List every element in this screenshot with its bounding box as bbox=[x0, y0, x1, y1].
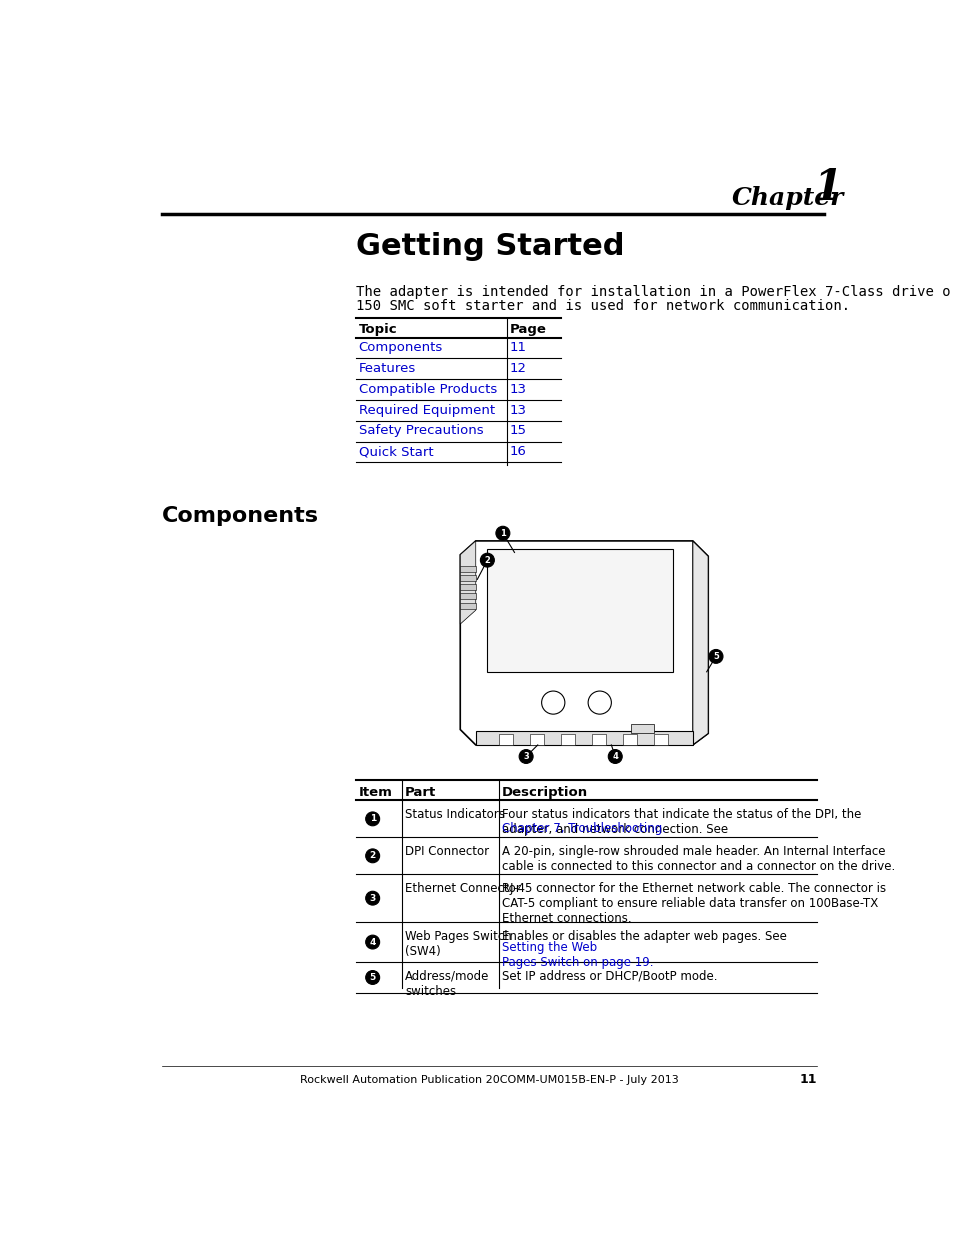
Circle shape bbox=[365, 848, 379, 863]
Text: 1: 1 bbox=[499, 529, 505, 537]
Text: Four status indicators that indicate the status of the DPI, the
adapter, and net: Four status indicators that indicate the… bbox=[501, 808, 861, 836]
Text: Address/mode
switches: Address/mode switches bbox=[405, 969, 489, 998]
Text: 1: 1 bbox=[812, 167, 841, 209]
Text: 5: 5 bbox=[712, 652, 719, 661]
Text: Page: Page bbox=[509, 324, 546, 336]
Text: 16: 16 bbox=[509, 445, 526, 458]
Text: 150 SMC soft starter and is used for network communication.: 150 SMC soft starter and is used for net… bbox=[355, 299, 849, 314]
Bar bbox=[630, 724, 654, 734]
Circle shape bbox=[365, 935, 379, 948]
Circle shape bbox=[708, 650, 722, 663]
Circle shape bbox=[541, 692, 564, 714]
Bar bbox=[622, 734, 637, 745]
Text: DPI Connector: DPI Connector bbox=[405, 845, 489, 858]
Text: Required Equipment: Required Equipment bbox=[358, 404, 495, 416]
Bar bbox=[592, 734, 605, 745]
Circle shape bbox=[365, 811, 379, 826]
Bar bbox=[654, 734, 667, 745]
Text: RJ-45 connector for the Ethernet network cable. The connector is
CAT-5 compliant: RJ-45 connector for the Ethernet network… bbox=[501, 882, 885, 925]
Text: Compatible Products: Compatible Products bbox=[358, 383, 497, 395]
Text: 2: 2 bbox=[484, 556, 490, 564]
Text: Topic: Topic bbox=[358, 324, 397, 336]
Text: A 20-pin, single-row shrouded male header. An Internal Interface
cable is connec: A 20-pin, single-row shrouded male heade… bbox=[501, 845, 895, 873]
Text: Components: Components bbox=[358, 341, 442, 354]
Polygon shape bbox=[487, 548, 673, 672]
Text: Ethernet Connector: Ethernet Connector bbox=[405, 882, 520, 895]
Text: Chapter: Chapter bbox=[731, 186, 842, 210]
Bar bbox=[530, 734, 543, 745]
Polygon shape bbox=[459, 541, 476, 624]
Text: Item: Item bbox=[358, 787, 393, 799]
Text: 5: 5 bbox=[369, 973, 375, 982]
Text: 11: 11 bbox=[509, 341, 526, 354]
Circle shape bbox=[608, 750, 621, 763]
Text: Quick Start: Quick Start bbox=[358, 445, 433, 458]
Bar bbox=[459, 574, 476, 580]
Text: Components: Components bbox=[162, 506, 318, 526]
Circle shape bbox=[496, 526, 509, 540]
Text: Set IP address or DHCP/BootP mode.: Set IP address or DHCP/BootP mode. bbox=[501, 969, 717, 983]
Text: Status Indicators: Status Indicators bbox=[405, 808, 504, 821]
Text: 11: 11 bbox=[799, 1073, 816, 1087]
Text: Enables or disables the adapter web pages. See: Enables or disables the adapter web page… bbox=[501, 930, 790, 942]
Text: Web Pages Switch
(SW4): Web Pages Switch (SW4) bbox=[405, 930, 512, 958]
Bar bbox=[476, 731, 692, 745]
Text: Features: Features bbox=[358, 362, 416, 375]
Text: Part: Part bbox=[405, 787, 436, 799]
Text: Safety Precautions: Safety Precautions bbox=[358, 425, 483, 437]
Text: 4: 4 bbox=[612, 752, 618, 761]
Circle shape bbox=[518, 750, 533, 763]
Polygon shape bbox=[692, 541, 707, 745]
Text: 12: 12 bbox=[509, 362, 526, 375]
Text: The adapter is intended for installation in a PowerFlex 7-Class drive or Bulleti: The adapter is intended for installation… bbox=[355, 285, 953, 299]
Bar bbox=[498, 734, 513, 745]
Circle shape bbox=[480, 553, 494, 567]
Text: 13: 13 bbox=[509, 404, 526, 416]
Text: Setting the Web
Pages Switch on page 19.: Setting the Web Pages Switch on page 19. bbox=[501, 941, 653, 968]
Text: Getting Started: Getting Started bbox=[355, 232, 623, 262]
Circle shape bbox=[365, 892, 379, 905]
Text: 2: 2 bbox=[369, 851, 375, 861]
Text: Rockwell Automation Publication 20COMM-UM015B-EN-P - July 2013: Rockwell Automation Publication 20COMM-U… bbox=[299, 1074, 678, 1084]
Text: 13: 13 bbox=[509, 383, 526, 395]
Text: 3: 3 bbox=[369, 894, 375, 903]
Text: Chapter 7, Troubleshooting.: Chapter 7, Troubleshooting. bbox=[501, 823, 665, 835]
Text: Description: Description bbox=[501, 787, 588, 799]
Text: 1: 1 bbox=[369, 814, 375, 824]
Circle shape bbox=[365, 971, 379, 984]
Bar bbox=[459, 593, 476, 599]
Bar bbox=[459, 566, 476, 572]
Circle shape bbox=[587, 692, 611, 714]
Polygon shape bbox=[459, 541, 707, 745]
Bar bbox=[459, 584, 476, 590]
Text: 4: 4 bbox=[369, 937, 375, 946]
Text: 15: 15 bbox=[509, 425, 526, 437]
Bar bbox=[459, 603, 476, 609]
Bar bbox=[560, 734, 575, 745]
Text: 3: 3 bbox=[522, 752, 529, 761]
